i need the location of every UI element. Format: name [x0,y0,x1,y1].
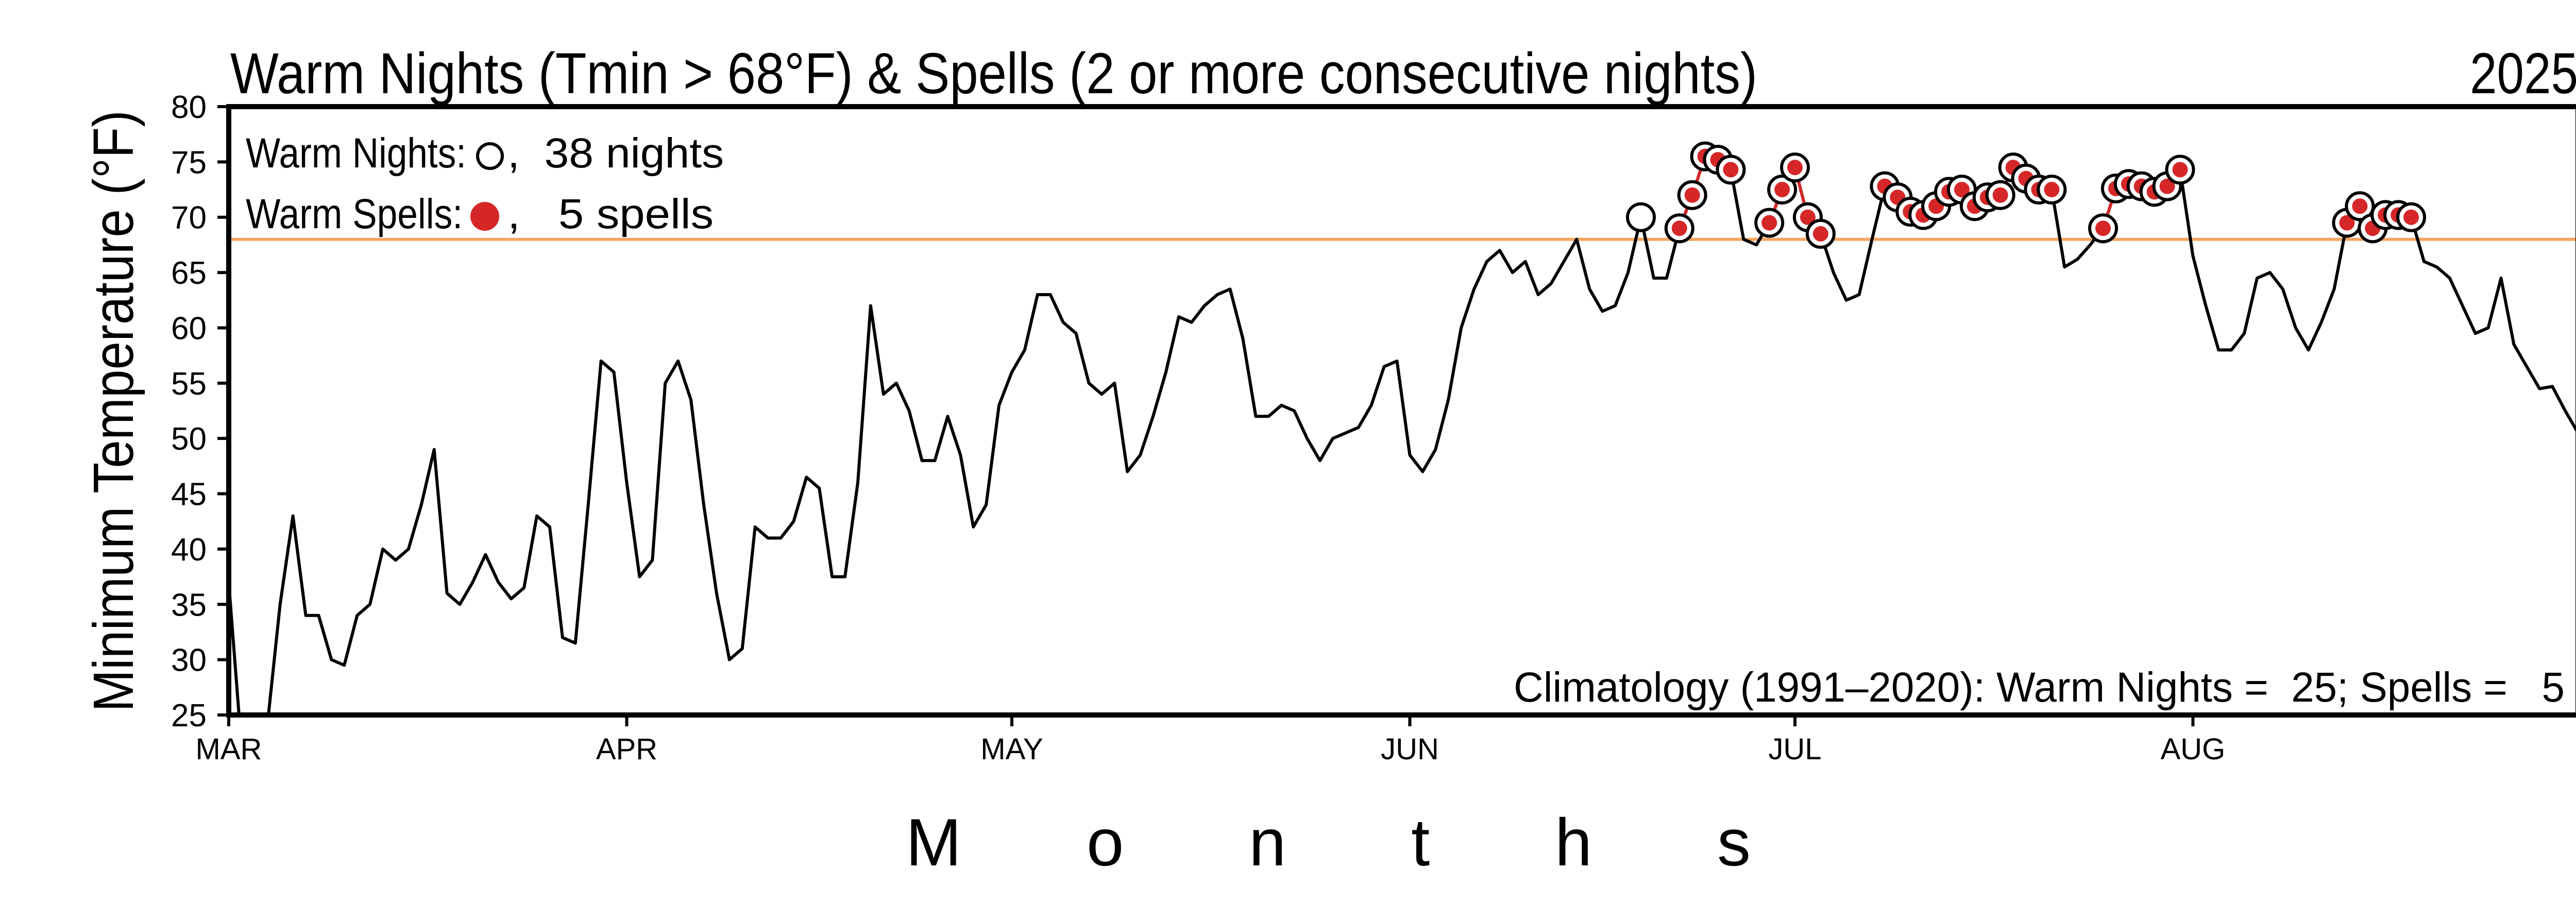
y-tick-label: 60 [171,311,207,346]
legend-label: Warm Nights: [246,130,466,177]
spell-marker [2172,162,2188,178]
y-tick-label: 75 [171,145,207,180]
spell-marker [2159,178,2175,194]
spell-marker [2352,198,2368,214]
legend-symbol [476,142,504,170]
y-tick-label: 65 [171,255,207,291]
spell-marker [2339,215,2355,231]
y-tick-label: 30 [171,643,207,678]
annotation: Climatology (1991–2020): Warm Nights = 2… [1514,664,2565,711]
legend-text: , 38 nights [507,130,724,177]
legend-text: , 5 spells [507,191,714,237]
spell-marker [1684,187,1700,203]
spell-marker [1787,160,1803,176]
y-tick-label: 25 [171,698,207,734]
y-tick-label: 55 [171,366,207,402]
x-axis-label: Months [906,805,1751,880]
spell-marker [2044,182,2060,198]
x-tick-label: JUL [1768,732,1821,766]
x-tick-label: MAR [196,732,262,766]
y-tick-label: 35 [171,587,207,623]
spell-marker [1671,220,1687,236]
warm-night-marker [1625,202,1656,232]
spell-marker [1954,182,1970,198]
spell-marker [1800,209,1816,225]
spell-marker [1723,162,1739,178]
spell-marker [1992,187,2008,203]
plot-frame [226,104,2576,718]
x-tick-label: JUN [1381,732,1439,766]
plot-clip [229,155,2576,715]
legend-label: Warm Spells: [246,191,463,237]
legend-symbol [470,202,499,231]
legend: Warm Nights: , 38 nights Warm Spells: , … [246,130,724,237]
chart-title: Warm Nights (Tmin > 68°F) & Spells (2 or… [230,41,1757,106]
y-tick-label: 50 [171,421,207,457]
chart-subtitle: 2025 [2470,41,2576,106]
spell-marker [1812,226,1828,242]
x-tick-label: MAY [980,732,1043,766]
spell-marker [2095,220,2111,236]
plot-area [226,104,2576,718]
temperature-line [229,155,2576,715]
spell-marker [1761,215,1777,231]
y-tick-label: 45 [171,477,207,513]
y-tick-label: 40 [171,532,207,568]
spell-marker [2403,209,2419,225]
y-axis-label: Minimum Temperature (°F) [82,110,145,712]
y-tick-label: 70 [171,200,207,236]
y-tick-label: 80 [171,90,207,125]
x-tick-label: APR [596,732,657,766]
x-tick-label: AUG [2161,732,2226,766]
spell-marker [1774,182,1790,198]
